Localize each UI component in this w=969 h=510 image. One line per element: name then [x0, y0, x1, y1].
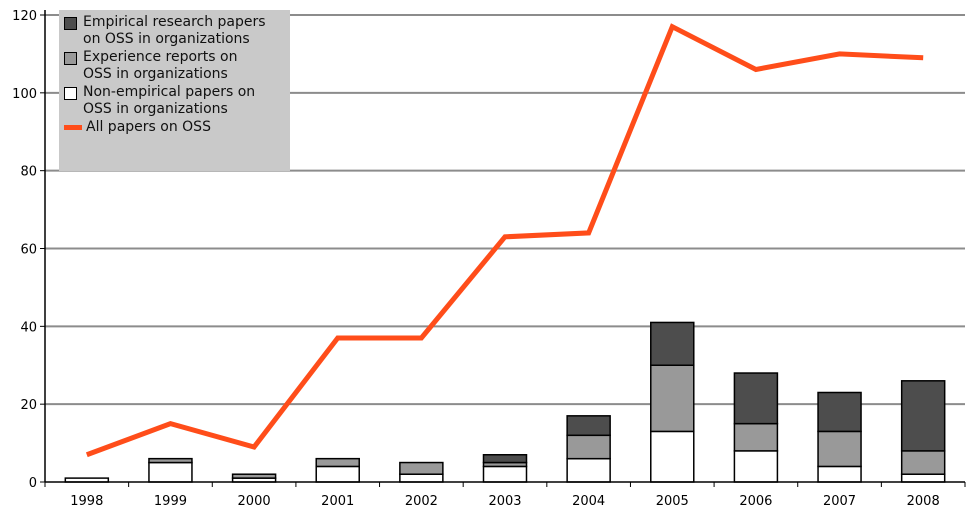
bar-2008-series-1 — [900, 450, 946, 475]
bar-2006-series-1 — [733, 422, 779, 452]
bar-2002-series-0 — [399, 473, 444, 483]
bar-2004-series-1 — [566, 434, 611, 460]
legend: Empirical research papers on OSS in orga… — [59, 10, 290, 171]
x-tick-label-2000: 2000 — [238, 494, 271, 509]
legend-item-all-papers: All papers on OSS — [64, 119, 284, 136]
x-tick-label-1999: 1999 — [154, 494, 187, 509]
bar-2005-series-2 — [650, 321, 695, 367]
legend-label-all-papers: All papers on OSS — [86, 119, 211, 135]
axes — [44, 10, 965, 483]
x-tick-label-2008: 2008 — [907, 494, 940, 509]
legend-label-experience: Experience reports on OSS in organizatio… — [83, 49, 238, 82]
bar-2008-series-0 — [900, 473, 946, 483]
y-tick-label-0: 0 — [29, 476, 37, 491]
x-tick-label-2002: 2002 — [405, 494, 438, 509]
bar-2005-series-1 — [650, 364, 695, 433]
bar-2001-series-0 — [315, 465, 360, 483]
x-tick-label-2007: 2007 — [823, 494, 856, 509]
x-tick-label-2001: 2001 — [321, 494, 354, 509]
x-axis-ticks: 1998 1999 2000 2001 2002 2003 2004 2005 2006 2007… — [44, 482, 966, 509]
bar-2003-series-2 — [482, 454, 528, 464]
y-tick-label-20: 20 — [20, 398, 37, 413]
bar-1999-series-0 — [148, 461, 193, 483]
legend-swatch-all-papers — [64, 125, 82, 130]
x-tick-label-2005: 2005 — [656, 494, 689, 509]
y-tick-label-120: 120 — [12, 9, 37, 24]
bar-2004-series-2 — [566, 415, 611, 437]
legend-swatch-experience — [64, 52, 77, 65]
bar-2007-series-0 — [817, 465, 862, 483]
bar-2001-series-1 — [315, 457, 360, 468]
bar-2007-series-2 — [817, 391, 862, 433]
bar-2005-series-0 — [650, 430, 695, 483]
bar-2006-series-0 — [733, 450, 779, 483]
y-tick-label-60: 60 — [20, 243, 37, 258]
x-tick-label-2003: 2003 — [488, 494, 521, 509]
x-tick-label-2004: 2004 — [572, 494, 605, 509]
bar-2008-series-2 — [900, 380, 946, 452]
legend-swatch-empirical — [64, 17, 77, 30]
total-papers-line — [85, 23, 924, 458]
legend-label-empirical: Empirical research papers on OSS in orga… — [83, 14, 266, 47]
legend-item-empirical: Empirical research papers on OSS in orga… — [64, 14, 284, 48]
x-tick-label-1998: 1998 — [70, 494, 103, 509]
bar-2006-series-2 — [733, 372, 779, 425]
bar-2003-series-0 — [482, 465, 528, 483]
legend-item-non-empirical: Non-empirical papers on OSS in organizat… — [64, 84, 284, 118]
bar-2002-series-1 — [399, 461, 444, 475]
bar-2004-series-0 — [566, 457, 611, 483]
bar-1999-series-1 — [148, 457, 193, 464]
legend-swatch-non-empirical — [64, 87, 77, 100]
bar-2000-series-1 — [231, 473, 277, 479]
y-tick-label-100: 100 — [12, 87, 37, 102]
y-tick-label-80: 80 — [20, 165, 37, 180]
legend-item-experience: Experience reports on OSS in organizatio… — [64, 49, 284, 83]
y-axis-ticks: 0 20 40 60 80 100 120 — [12, 9, 45, 491]
bar-2007-series-1 — [817, 430, 862, 468]
y-tick-label-40: 40 — [20, 320, 37, 335]
x-tick-label-2006: 2006 — [739, 494, 772, 509]
bar-stacks — [64, 321, 946, 483]
legend-label-non-empirical: Non-empirical papers on OSS in organizat… — [83, 84, 256, 117]
